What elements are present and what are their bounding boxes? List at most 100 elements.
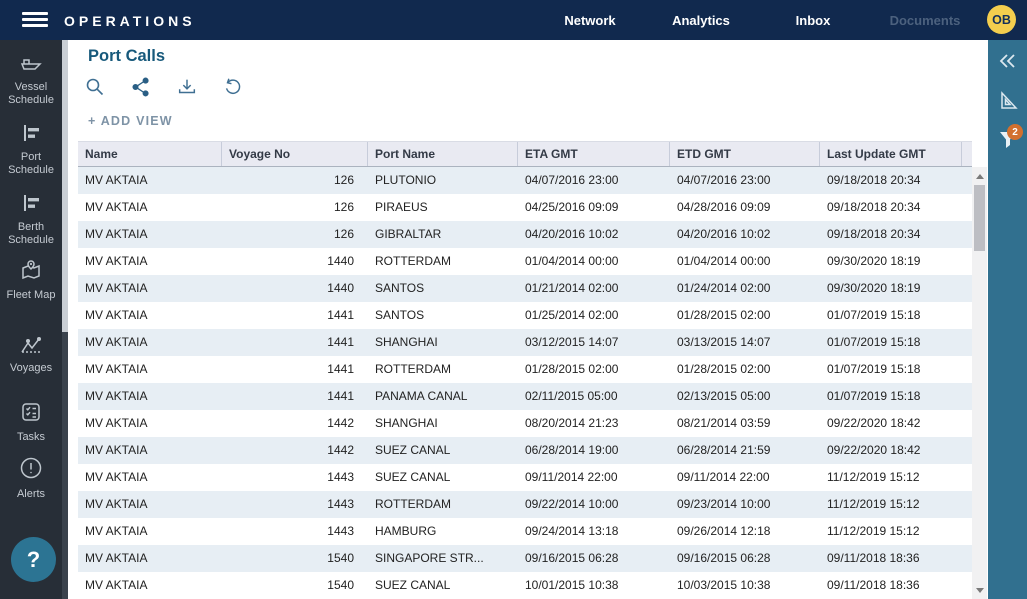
cell-voyage: 1441 bbox=[327, 389, 354, 403]
cell-updated: 09/18/2018 20:34 bbox=[827, 173, 921, 187]
cell-spacer bbox=[962, 545, 972, 572]
scroll-up-arrow[interactable] bbox=[972, 169, 987, 183]
cell-etd: 03/13/2015 14:07 bbox=[677, 335, 771, 349]
table-header: Name Voyage No Port Name ETA GMT ETD GMT Last… bbox=[78, 141, 972, 167]
cell-name: MV AKTAIA bbox=[85, 362, 148, 376]
cell-name: MV AKTAIA bbox=[85, 470, 148, 484]
table-row[interactable]: MV AKTAIA 1442 SUEZ CANAL 06/28/2014 19:00 0… bbox=[78, 437, 972, 464]
cell-name: MV AKTAIA bbox=[85, 200, 148, 214]
help-button[interactable]: ? bbox=[11, 537, 56, 582]
sidebar-item-fleet-map[interactable]: Fleet Map bbox=[0, 258, 62, 302]
cell-etd: 01/24/2014 02:00 bbox=[677, 281, 771, 295]
table-row[interactable]: MV AKTAIA 1441 ROTTERDAM 01/28/2015 02:00 01… bbox=[78, 356, 972, 383]
cell-spacer bbox=[962, 437, 972, 464]
cell-name: MV AKTAIA bbox=[85, 443, 148, 457]
column-header-etd[interactable]: ETD GMT bbox=[670, 142, 820, 166]
cell-spacer bbox=[962, 248, 972, 275]
sidebar-item-vessel-schedule[interactable]: Vessel Schedule bbox=[0, 54, 62, 107]
avatar[interactable]: OB bbox=[987, 5, 1016, 34]
cell-voyage: 1441 bbox=[327, 362, 354, 376]
cell-updated: 09/18/2018 20:34 bbox=[827, 227, 921, 241]
table-row[interactable]: MV AKTAIA 1540 SINGAPORE STR... 09/16/2015 … bbox=[78, 545, 972, 572]
page-title: Port Calls bbox=[88, 47, 166, 65]
cell-updated: 09/30/2020 18:19 bbox=[827, 281, 921, 295]
sidebar-item-alerts[interactable]: Alerts bbox=[0, 455, 62, 501]
nav-item-inbox[interactable]: Inbox bbox=[795, 13, 831, 28]
column-header-name[interactable]: Name bbox=[78, 142, 222, 166]
cell-spacer bbox=[962, 572, 972, 599]
add-view-button[interactable]: + ADD VIEW bbox=[88, 114, 173, 128]
cell-voyage: 1443 bbox=[327, 470, 354, 484]
table-row[interactable]: MV AKTAIA 1443 SUEZ CANAL 09/11/2014 22:00 0… bbox=[78, 464, 972, 491]
sidebar-item-label: Fleet Map bbox=[6, 289, 56, 301]
gantt-icon bbox=[20, 122, 42, 144]
table-row[interactable]: MV AKTAIA 1441 SHANGHAI 03/12/2015 14:07 03/… bbox=[78, 329, 972, 356]
sidebar-item-port-schedule[interactable]: Port Schedule bbox=[0, 122, 62, 177]
column-header-voyage[interactable]: Voyage No bbox=[222, 142, 368, 166]
table-row[interactable]: MV AKTAIA 1443 HAMBURG 09/24/2014 13:18 09/2… bbox=[78, 518, 972, 545]
table-row[interactable]: MV AKTAIA 1441 PANAMA CANAL 02/11/2015 05:0… bbox=[78, 383, 972, 410]
sidebar-scrollbar-thumb[interactable] bbox=[62, 40, 68, 332]
column-header-updated[interactable]: Last Update GMT bbox=[820, 142, 962, 166]
table-row[interactable]: MV AKTAIA 1443 ROTTERDAM 09/22/2014 10:00 09… bbox=[78, 491, 972, 518]
table-row[interactable]: MV AKTAIA 1442 SHANGHAI 08/20/2014 21:23 08/… bbox=[78, 410, 972, 437]
nav-item-analytics[interactable]: Analytics bbox=[672, 13, 730, 28]
table-scrollbar-thumb[interactable] bbox=[974, 185, 985, 251]
table-row[interactable]: MV AKTAIA 126 PLUTONIO 04/07/2016 23:00 04/0… bbox=[78, 167, 972, 194]
sidebar-item-voyages[interactable]: Voyages bbox=[0, 335, 62, 375]
column-header-eta[interactable]: ETA GMT bbox=[518, 142, 670, 166]
cell-name: MV AKTAIA bbox=[85, 497, 148, 511]
download-icon[interactable] bbox=[176, 76, 198, 98]
cell-port: GIBRALTAR bbox=[375, 227, 442, 241]
cell-voyage: 1440 bbox=[327, 254, 354, 268]
cell-eta: 09/24/2014 13:18 bbox=[525, 524, 619, 538]
column-header-port[interactable]: Port Name bbox=[368, 142, 518, 166]
sidebar-item-berth-schedule[interactable]: Berth Schedule bbox=[0, 192, 62, 247]
nav-item-network[interactable]: Network bbox=[564, 13, 616, 28]
right-panel: 2 bbox=[988, 40, 1027, 599]
table-row[interactable]: MV AKTAIA 126 GIBRALTAR 04/20/2016 10:02 04/… bbox=[78, 221, 972, 248]
cell-name: MV AKTAIA bbox=[85, 308, 148, 322]
cell-spacer bbox=[962, 302, 972, 329]
sidebar-item-label: Voyages bbox=[9, 362, 53, 374]
cell-name: MV AKTAIA bbox=[85, 551, 148, 565]
column-header-spacer bbox=[962, 142, 972, 166]
cell-eta: 10/01/2015 10:38 bbox=[525, 578, 619, 592]
cell-voyage: 1540 bbox=[327, 578, 354, 592]
table-row[interactable]: MV AKTAIA 1440 SANTOS 01/21/2014 02:00 01/24… bbox=[78, 275, 972, 302]
cell-spacer bbox=[962, 329, 972, 356]
cell-updated: 11/12/2019 15:12 bbox=[827, 524, 920, 538]
cell-voyage: 1540 bbox=[327, 551, 354, 565]
cell-eta: 01/21/2014 02:00 bbox=[525, 281, 619, 295]
table-row[interactable]: MV AKTAIA 1440 ROTTERDAM 01/04/2014 00:00 01… bbox=[78, 248, 972, 275]
cell-etd: 04/28/2016 09:09 bbox=[677, 200, 771, 214]
cell-etd: 09/16/2015 06:28 bbox=[677, 551, 771, 565]
cell-voyage: 126 bbox=[333, 200, 354, 214]
cell-name: MV AKTAIA bbox=[85, 524, 148, 538]
cell-spacer bbox=[962, 167, 972, 194]
cell-voyage: 1442 bbox=[327, 416, 354, 430]
cell-port: SINGAPORE STR... bbox=[375, 551, 484, 565]
sidebar-item-tasks[interactable]: Tasks bbox=[0, 400, 62, 444]
collapse-icon[interactable] bbox=[988, 52, 1027, 70]
table-row[interactable]: MV AKTAIA 126 PIRAEUS 04/25/2016 09:09 04/28… bbox=[78, 194, 972, 221]
nav-item-documents[interactable]: Documents bbox=[889, 13, 961, 28]
cell-etd: 04/20/2016 10:02 bbox=[677, 227, 771, 241]
share-icon[interactable] bbox=[130, 76, 152, 98]
scroll-down-arrow[interactable] bbox=[972, 583, 987, 597]
cell-name: MV AKTAIA bbox=[85, 227, 148, 241]
table-row[interactable]: MV AKTAIA 1441 SANTOS 01/25/2014 02:00 01/28… bbox=[78, 302, 972, 329]
table-scrollbar[interactable] bbox=[972, 167, 987, 599]
set-square-icon[interactable] bbox=[988, 88, 1027, 112]
sidebar-scrollbar[interactable] bbox=[62, 40, 68, 599]
menu-icon[interactable] bbox=[22, 12, 48, 28]
cell-etd: 10/03/2015 10:38 bbox=[677, 578, 771, 592]
cell-voyage: 1443 bbox=[327, 497, 354, 511]
checklist-icon bbox=[19, 400, 43, 424]
cell-name: MV AKTAIA bbox=[85, 389, 148, 403]
cell-port: SANTOS bbox=[375, 281, 425, 295]
table-row[interactable]: MV AKTAIA 1540 SUEZ CANAL 10/01/2015 10:38 1… bbox=[78, 572, 972, 599]
undo-icon[interactable] bbox=[222, 76, 244, 98]
cell-eta: 09/16/2015 06:28 bbox=[525, 551, 619, 565]
search-icon[interactable] bbox=[84, 76, 106, 98]
